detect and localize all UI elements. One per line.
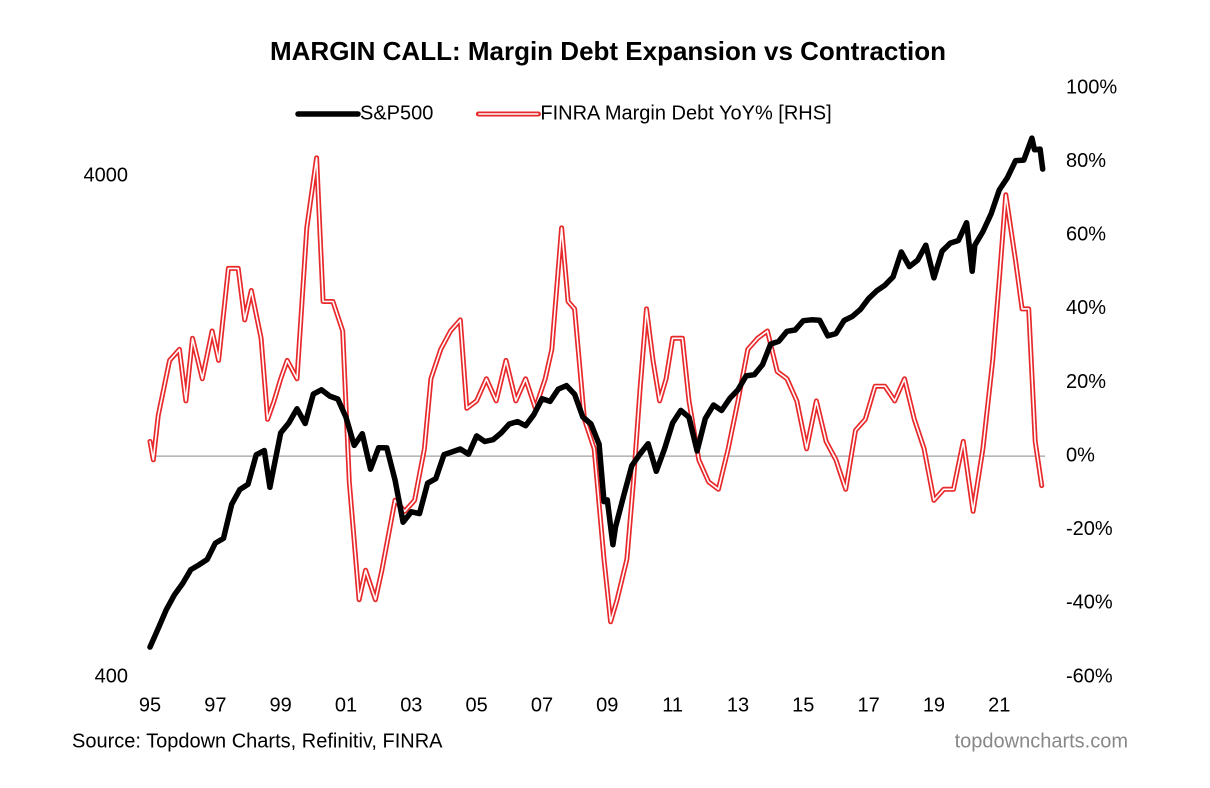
watermark: topdowncharts.com <box>955 730 1128 752</box>
y2-tick-label: 0% <box>1066 444 1095 466</box>
x-tick-label: 17 <box>857 694 879 716</box>
x-tick-label: 95 <box>139 694 161 716</box>
x-tick-label: 15 <box>792 694 814 716</box>
x-tick-label: 97 <box>204 694 226 716</box>
series-line-inner <box>149 157 1043 623</box>
source: Source: Topdown Charts, Refinitiv, FINRA <box>72 730 443 752</box>
y-tick-label: 4000 <box>84 164 129 186</box>
y2-tick-label: 20% <box>1066 371 1106 393</box>
x-tick-label: 21 <box>988 694 1010 716</box>
legend-label: FINRA Margin Debt YoY% [RHS] <box>540 102 831 124</box>
x-tick-label: 07 <box>531 694 553 716</box>
y-tick-label: 400 <box>95 665 128 687</box>
x-tick-label: 01 <box>335 694 357 716</box>
y2-tick-label: -60% <box>1066 665 1113 687</box>
x-tick-label: 13 <box>727 694 749 716</box>
y2-tick-label: 80% <box>1066 150 1106 172</box>
legend-label: S&P500 <box>360 102 433 124</box>
y2-tick-label: 100% <box>1066 76 1117 98</box>
x-tick-label: 09 <box>596 694 618 716</box>
x-tick-label: 11 <box>662 694 683 716</box>
series-line <box>147 135 1046 650</box>
y2-tick-label: 60% <box>1066 224 1106 246</box>
y2-tick-label: -20% <box>1066 518 1113 540</box>
x-tick-label: 99 <box>270 694 292 716</box>
x-tick-label: 05 <box>466 694 488 716</box>
x-tick-label: 03 <box>400 694 422 716</box>
chart-title: MARGIN CALL: Margin Debt Expansion vs Co… <box>270 36 946 66</box>
x-tick-label: 19 <box>923 694 945 716</box>
y2-tick-label: -40% <box>1066 592 1113 614</box>
y2-tick-label: 40% <box>1066 297 1106 319</box>
